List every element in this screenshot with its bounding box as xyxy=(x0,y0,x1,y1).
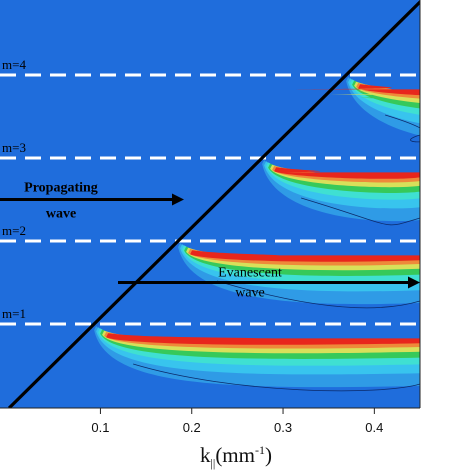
band-m=1 xyxy=(94,326,420,392)
x-tick-label: 0.4 xyxy=(365,420,383,435)
plot-area: m=1 m=2 m=3 m=4 Propagating wave Evanescent wa… xyxy=(0,0,420,408)
propagating-arrowhead xyxy=(172,193,184,206)
annotation-propagating: Propagating xyxy=(24,181,98,196)
mode-label-m=4: m=4 xyxy=(2,57,26,72)
band-m=4 xyxy=(280,77,420,143)
annotation-evanescent: Evanescent xyxy=(218,266,282,281)
x-ticks: 0.1 0.2 0.3 0.4 xyxy=(91,408,383,435)
x-tick-label: 0.2 xyxy=(183,420,201,435)
band-m=3-contour xyxy=(301,197,420,226)
band-m=2 xyxy=(178,243,420,309)
mode-label-m=3: m=3 xyxy=(2,140,26,155)
x-axis-label-close: ) xyxy=(265,443,272,467)
mode-cutoff-lines xyxy=(0,73,420,326)
x-axis-label: k||(mm-1) xyxy=(200,443,272,470)
evanescent-arrowhead xyxy=(408,276,420,289)
x-axis-label-unit: (mm xyxy=(215,443,255,467)
band-m=4-layer-6 xyxy=(280,84,420,96)
mode-labels: m=1 m=2 m=3 m=4 xyxy=(2,57,26,321)
x-tick-label: 0.3 xyxy=(274,420,292,435)
band-m=3 xyxy=(262,160,420,226)
light-line xyxy=(8,0,420,408)
band-m=1-contour xyxy=(133,363,420,392)
x-axis-label-sub: || xyxy=(211,456,216,470)
band-m=3-layer-6 xyxy=(274,167,420,179)
x-tick-label: 0.1 xyxy=(91,420,109,435)
x-axis-label-k: k xyxy=(200,443,211,467)
x-axis-label-sup: -1 xyxy=(255,443,265,457)
band-m=1-layer-6 xyxy=(106,333,420,345)
band-m=2-contour xyxy=(217,280,420,309)
band-m=4-layer-5 xyxy=(300,83,420,99)
annotation-evanescent-wave: wave xyxy=(235,286,265,301)
mode-label-m=1: m=1 xyxy=(2,306,26,321)
mode-bands xyxy=(94,77,420,392)
band-m=4-contour xyxy=(385,114,420,143)
band-m=2-layer-6 xyxy=(190,250,420,262)
annotations: Propagating wave Evanescent wave xyxy=(0,181,420,301)
annotation-propagating-wave: wave xyxy=(46,207,76,222)
mode-label-m=2: m=2 xyxy=(2,223,26,238)
